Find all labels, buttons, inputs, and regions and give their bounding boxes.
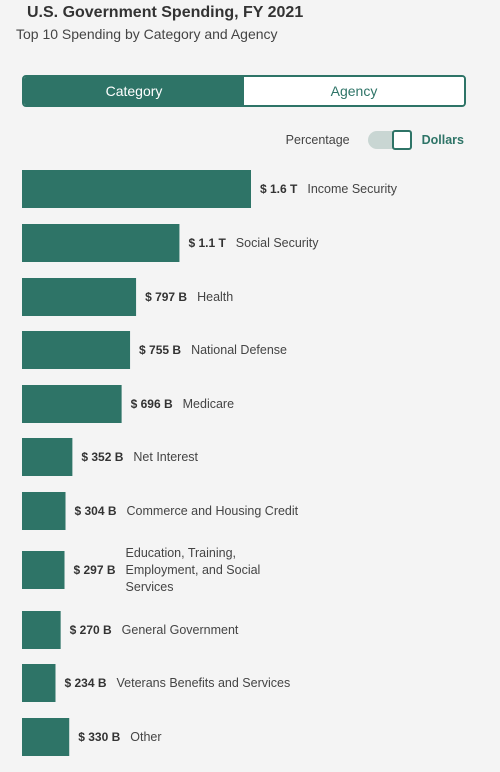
category-label-1: Social Security [236,236,319,250]
bar-10[interactable] [22,718,70,756]
category-label-line: Health [197,290,233,304]
category-label-9: Veterans Benefits and Services [117,676,291,690]
units-toggle-row: Percentage Dollars [286,130,464,150]
tab-agency[interactable]: Agency [244,77,464,105]
value-label-4: $ 696 B [131,397,173,411]
category-label-line: Net Interest [133,450,198,464]
value-label-8: $ 270 B [70,623,112,637]
value-label-5: $ 352 B [81,450,123,464]
category-label-line: Income Security [307,182,397,196]
bar-3[interactable] [22,331,131,369]
category-label-line: National Defense [191,343,287,357]
bar-7[interactable] [22,551,65,589]
category-label-8: General Government [122,623,239,637]
category-label-line: Education, Training, [126,546,236,560]
value-label-1: $ 1.1 T [188,236,226,250]
category-label-6: Commerce and Housing Credit [127,504,299,518]
category-label-4: Medicare [183,397,234,411]
category-label-2: Health [197,290,233,304]
category-label-5: Net Interest [133,450,198,464]
bar-2[interactable] [22,278,137,316]
bar-5[interactable] [22,438,73,476]
toggle-knob[interactable] [391,130,412,150]
value-label-10: $ 330 B [78,730,120,744]
category-label-line: Employment, and Social [126,563,261,577]
category-label-line: Veterans Benefits and Services [117,676,291,690]
tab-category[interactable]: Category [24,77,244,105]
value-label-3: $ 755 B [139,343,181,357]
value-label-9: $ 234 B [64,676,106,690]
category-label-7: Education, Training, Employment, and Soci… [126,546,261,594]
category-label-10: Other [130,730,161,744]
category-label-line: Services [126,580,174,594]
bar-1[interactable] [22,224,180,262]
bar-4[interactable] [22,385,122,423]
category-label-3: National Defense [191,343,287,357]
value-label-7: $ 297 B [74,563,116,577]
bar-8[interactable] [22,611,61,649]
category-label-line: General Government [122,623,239,637]
percentage-label[interactable]: Percentage [285,133,350,147]
view-tabs: Category Agency [22,75,466,107]
units-toggle-switch[interactable] [367,130,412,150]
chart-title: U.S. Government Spending, FY 2021 [27,4,304,21]
value-label-2: $ 797 B [145,290,187,304]
value-label-0: $ 1.6 T [260,182,298,196]
bar-9[interactable] [22,664,56,702]
dollars-label[interactable]: Dollars [421,133,464,147]
category-label-line: Medicare [183,397,234,411]
bar-0[interactable] [22,170,251,208]
category-label-0: Income Security [307,182,397,196]
category-label-line: Social Security [236,236,319,250]
value-label-6: $ 304 B [75,504,117,518]
category-label-line: Commerce and Housing Credit [127,504,299,518]
category-label-line: Other [130,730,161,744]
bar-6[interactable] [22,492,66,530]
chart-subtitle: Top 10 Spending by Category and Agency [16,26,278,42]
